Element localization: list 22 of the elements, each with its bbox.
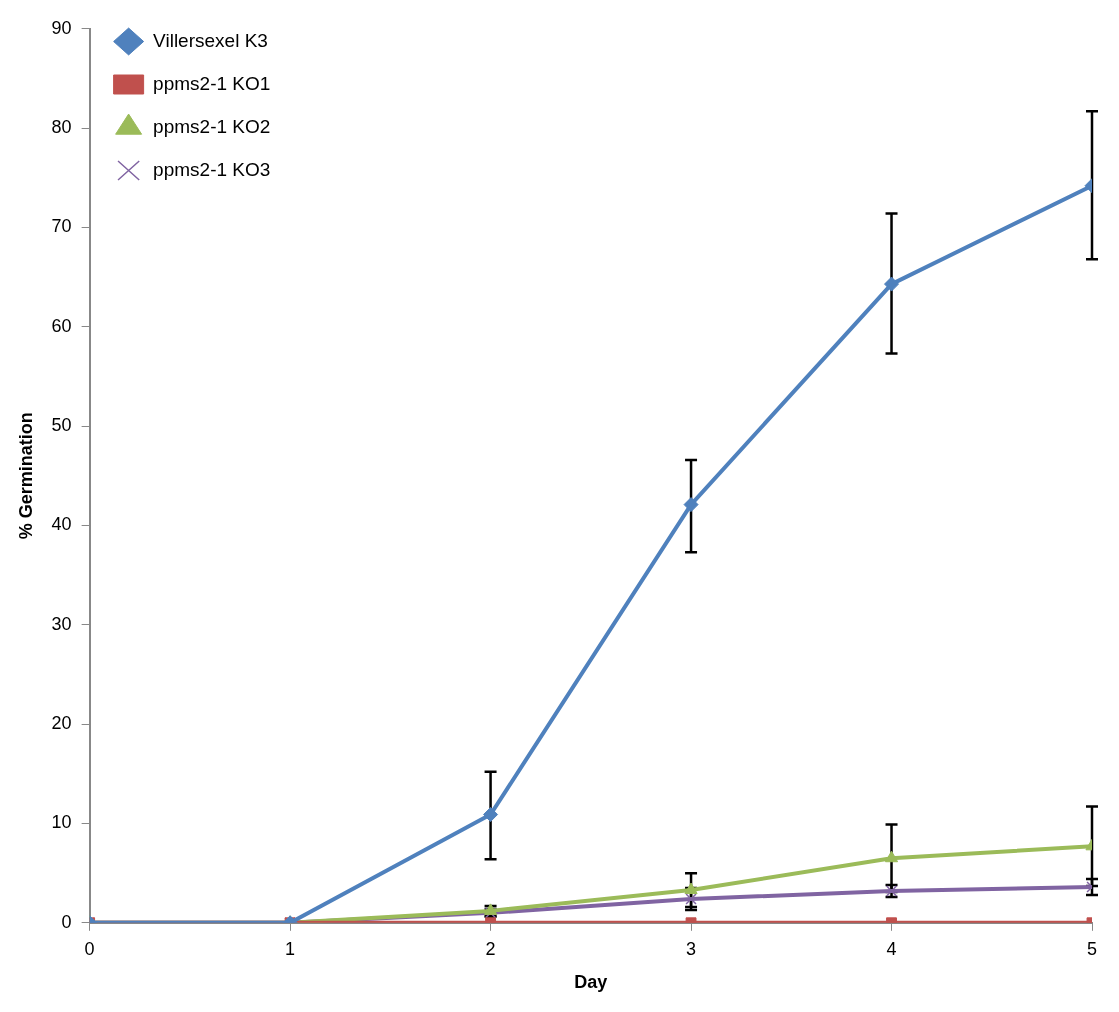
x-tick-label: 4: [886, 938, 897, 959]
y-tick-label: 0: [61, 911, 72, 932]
y-tick-label: 40: [51, 514, 72, 535]
y-tick-label: 50: [51, 415, 72, 436]
y-tick-label: 30: [51, 613, 72, 634]
y-tick-label: 20: [51, 713, 72, 734]
y-tick-label: 90: [51, 17, 72, 38]
legend-label: ppms2-1 KO3: [153, 158, 271, 180]
x-tick-label: 1: [285, 938, 296, 959]
y-tick-label: 60: [51, 315, 72, 336]
x-tick-label: 3: [686, 938, 697, 959]
x-tick-label: 2: [485, 938, 496, 959]
y-axis-title: % Germination: [15, 412, 36, 540]
y-tick-label: 70: [51, 216, 72, 237]
y-tick-label: 80: [51, 117, 72, 138]
x-tick-label: 0: [84, 938, 95, 959]
legend-label: ppms2-1 KO1: [153, 72, 271, 94]
y-tick-label: 10: [51, 812, 72, 833]
x-axis-title: Day: [574, 972, 608, 993]
legend-label: ppms2-1 KO2: [153, 115, 271, 137]
legend-label: Villersexel K3: [153, 29, 268, 51]
x-tick-label: 5: [1086, 938, 1098, 959]
